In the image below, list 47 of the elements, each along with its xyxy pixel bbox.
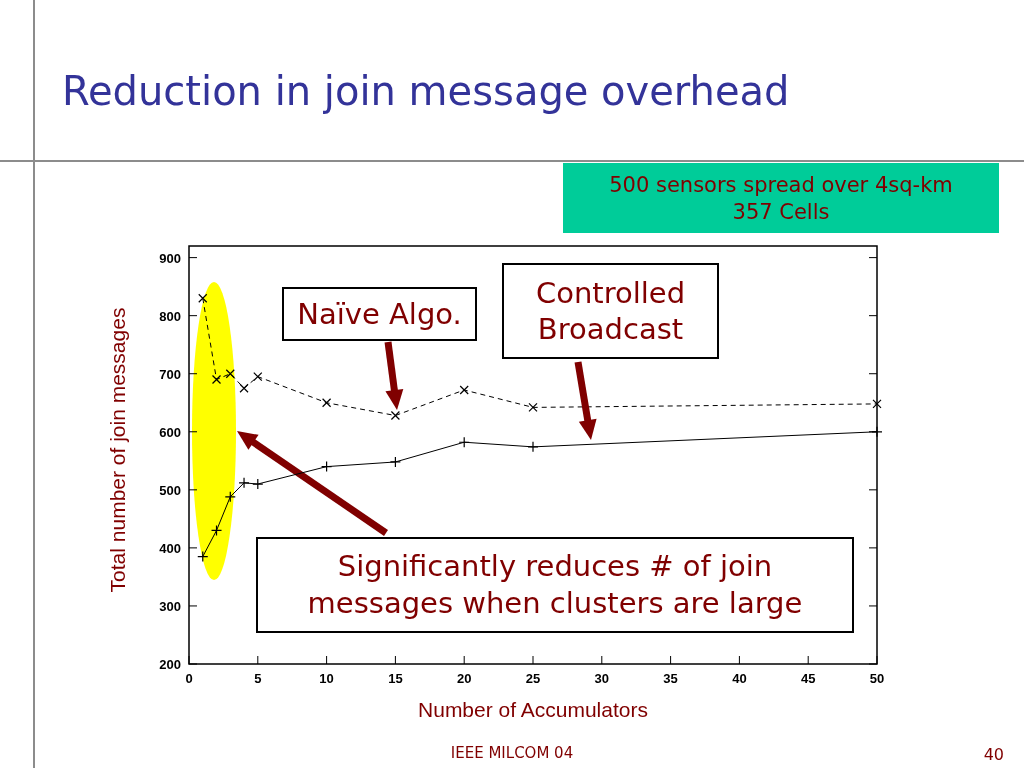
y-tick-label: 400 <box>159 540 181 556</box>
x-tick-label: 20 <box>456 671 472 686</box>
text: 40 <box>983 745 1004 764</box>
point <box>253 372 263 382</box>
point <box>198 293 208 303</box>
point <box>252 478 264 490</box>
y-tick-label: 600 <box>159 424 181 440</box>
y-axis-title: Total number of join messages <box>106 307 129 593</box>
x-tick-label: 30 <box>594 671 610 686</box>
x-tick-label: 45 <box>800 671 816 686</box>
y-tick-label: 700 <box>159 366 181 382</box>
x-tick-label: 25 <box>525 671 541 686</box>
point <box>239 383 249 393</box>
point <box>390 410 400 421</box>
point <box>224 491 236 503</box>
x-tick-label: 0 <box>185 671 193 686</box>
y-tick-label: 900 <box>159 250 181 266</box>
text: 500 sensors spread over 4sq-km 357 Cells <box>609 173 953 224</box>
text: IEEE MILCOM 04 <box>450 744 574 762</box>
point <box>211 374 222 385</box>
x-tick-label: 35 <box>663 671 678 686</box>
x-tick-label: 50 <box>869 671 885 686</box>
point <box>528 402 538 412</box>
x-tick-label: 10 <box>319 671 334 686</box>
point <box>322 398 332 408</box>
x-axis-title: Number of Accumulators <box>418 698 648 721</box>
y-tick-label: 800 <box>159 308 181 324</box>
point <box>225 369 235 379</box>
point <box>459 385 469 395</box>
chart-title: Reduction in join message overhead <box>62 68 790 114</box>
x-tick-label: 5 <box>254 671 262 686</box>
point <box>527 441 539 453</box>
point <box>321 461 333 473</box>
point <box>872 399 882 409</box>
y-tick-label: 200 <box>159 657 181 672</box>
y-tick-label: 300 <box>159 598 181 614</box>
point <box>458 436 470 448</box>
point <box>238 477 250 489</box>
x-tick-label: 15 <box>388 671 403 686</box>
point <box>389 456 401 468</box>
y-tick-label: 500 <box>159 482 181 498</box>
x-tick-label: 40 <box>732 671 747 686</box>
point <box>197 551 209 563</box>
text: Controlled Broadcast <box>535 276 686 347</box>
point <box>210 524 223 537</box>
annotation: Significantly reduces # of join messages when clusters are large <box>307 549 803 620</box>
series-label: Naïve Algo. <box>297 297 462 332</box>
